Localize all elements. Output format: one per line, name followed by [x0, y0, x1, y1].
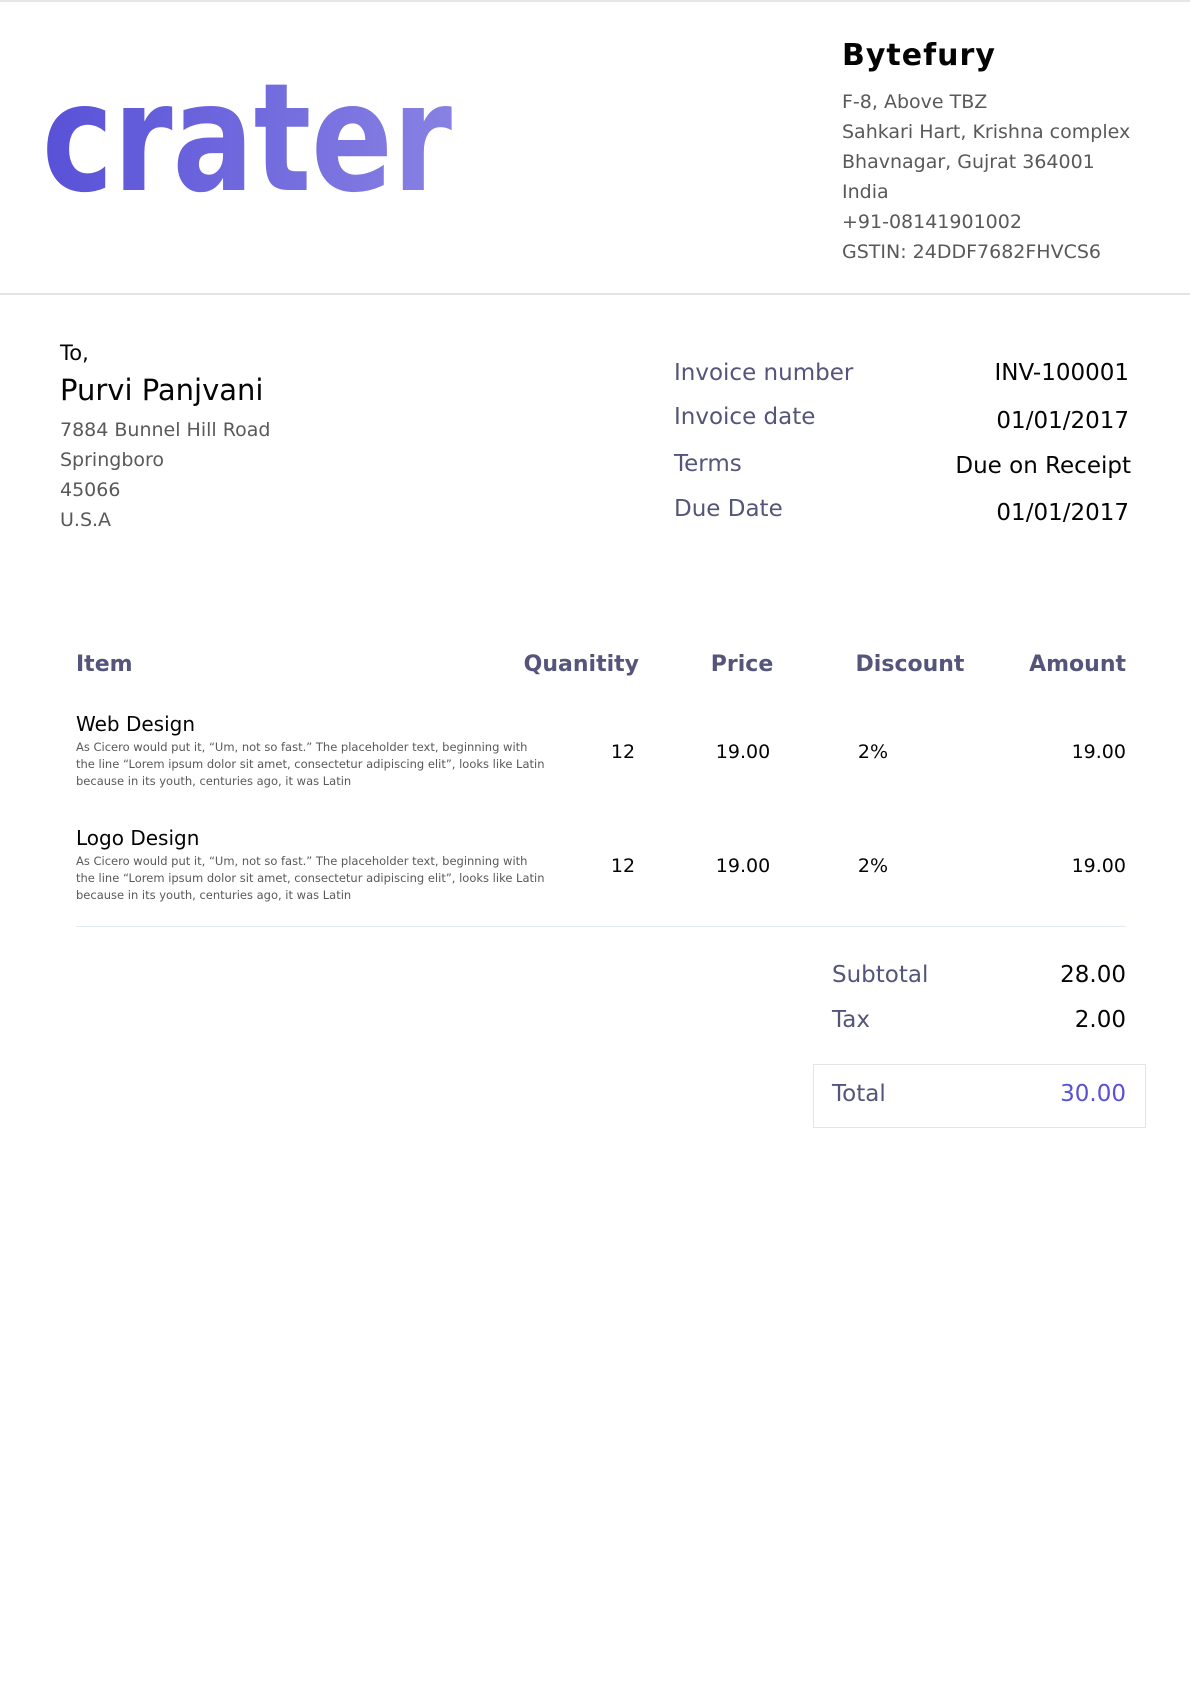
company-address-line: Bhavnagar, Gujrat 364001: [842, 151, 1095, 173]
item-discount: 2%: [857, 741, 889, 763]
item-price: 19.00: [715, 855, 771, 877]
total-label: Total: [832, 1081, 886, 1107]
table-divider: [76, 926, 1126, 927]
customer-address-line: Springboro: [60, 449, 165, 471]
company-gstin: GSTIN: 24DDF7682FHVCS6: [842, 241, 1101, 263]
item-discount: 2%: [857, 855, 889, 877]
item-quantity: 12: [610, 855, 636, 877]
total-value: 30.00: [1060, 1081, 1126, 1107]
invoice-number-value: INV-100001: [994, 360, 1129, 386]
customer-address-line: 7884 Bunnel Hill Road: [60, 419, 271, 441]
customer-address-line: U.S.A: [60, 509, 112, 531]
svg-text:crater: crater: [42, 70, 452, 210]
item-quantity: 12: [610, 741, 636, 763]
invoice-date-label: Invoice date: [674, 404, 816, 430]
customer-address-line: 45066: [60, 479, 121, 501]
top-border: [0, 0, 1190, 2]
subtotal-label: Subtotal: [832, 962, 929, 988]
item-name: Logo Design: [76, 826, 200, 850]
item-name: Web Design: [76, 712, 196, 736]
invoice-number-label: Invoice number: [674, 360, 854, 386]
crater-logo: crater: [42, 70, 452, 210]
company-address-line: F-8, Above TBZ: [842, 91, 988, 113]
due-date-value: 01/01/2017: [996, 500, 1129, 526]
tax-label: Tax: [832, 1007, 870, 1033]
item-amount: 19.00: [1071, 855, 1126, 877]
item-amount: 19.00: [1071, 741, 1126, 763]
header-price: Price: [710, 652, 774, 677]
item-description: As Cicero would put it, “Um, not so fast…: [76, 740, 545, 788]
total-box: [813, 1064, 1146, 1128]
company-name: Bytefury: [842, 38, 996, 73]
header-quantity: Quanitity: [523, 652, 639, 677]
header-divider: [0, 293, 1190, 295]
due-date-label: Due Date: [674, 496, 783, 522]
terms-value: Due on Receipt: [955, 453, 1131, 479]
header-discount: Discount: [855, 652, 965, 677]
tax-value: 2.00: [1074, 1007, 1126, 1033]
invoice-date-value: 01/01/2017: [996, 408, 1129, 434]
header-item: Item: [76, 652, 133, 677]
item-price: 19.00: [715, 741, 771, 763]
company-phone: +91-08141901002: [842, 211, 1022, 233]
to-label: To,: [60, 341, 89, 365]
customer-name: Purvi Panjvani: [60, 373, 264, 407]
header-amount: Amount: [1029, 652, 1126, 677]
item-description: As Cicero would put it, “Um, not so fast…: [76, 854, 545, 902]
company-address-line: Sahkari Hart, Krishna complex: [842, 121, 1131, 143]
terms-label: Terms: [674, 451, 742, 477]
subtotal-value: 28.00: [1060, 962, 1126, 988]
company-address-line: India: [842, 181, 889, 203]
